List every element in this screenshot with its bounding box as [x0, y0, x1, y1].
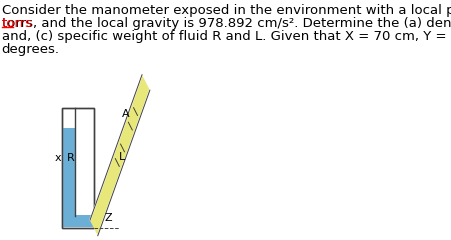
Text: degrees.: degrees.	[2, 43, 60, 56]
Text: x: x	[55, 153, 62, 163]
Polygon shape	[62, 215, 93, 227]
Text: Consider the manometer exposed in the environment with a local pressure of 458.9: Consider the manometer exposed in the en…	[2, 4, 451, 17]
Text: torrs: torrs	[2, 17, 32, 30]
Text: R: R	[66, 153, 74, 163]
Polygon shape	[62, 108, 94, 228]
Text: and, (c) specific weight of fluid R and L. Given that X = 70 cm, Y = 180 cm and : and, (c) specific weight of fluid R and …	[2, 30, 451, 43]
Text: L: L	[119, 152, 125, 162]
Text: A: A	[121, 109, 129, 119]
Polygon shape	[62, 128, 74, 227]
Polygon shape	[90, 75, 150, 236]
Text: torrs, and the local gravity is 978.892 cm/s². Determine the (a) density, (b) sp: torrs, and the local gravity is 978.892 …	[2, 17, 451, 30]
Text: Z: Z	[105, 213, 112, 223]
